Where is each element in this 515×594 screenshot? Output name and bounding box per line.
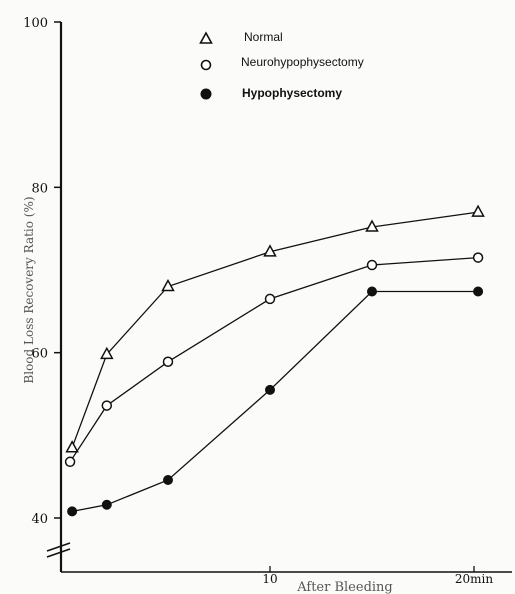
y-tick-label: 80 — [31, 181, 48, 196]
data-point-filled-circle — [367, 286, 377, 297]
data-point-triangle — [100, 346, 114, 360]
axes — [46, 22, 512, 573]
data-point-triangle — [263, 244, 277, 257]
data-point-triangle — [365, 219, 379, 232]
data-point-open-circle — [472, 252, 484, 263]
series-line — [71, 211, 479, 448]
x-tick-label: 10 — [262, 572, 277, 586]
legend-item-neurohypophysectomy: Neurohypophysectomy — [200, 55, 364, 71]
legend-triangle-marker — [199, 31, 213, 44]
data-point-filled-circle — [67, 506, 78, 517]
legend-open-circle-marker — [200, 59, 212, 71]
legend-label-normal: Normal — [244, 30, 283, 44]
legend: Normal Neurohypophysectomy Hypophysectom… — [199, 30, 364, 100]
data-point-filled-circle — [265, 384, 275, 395]
data-point-open-circle — [264, 293, 276, 305]
data-point-filled-circle — [473, 286, 484, 297]
tick-group: 40 60 80 100 10 20min — [23, 16, 493, 586]
series-hypophysectomy — [67, 286, 484, 517]
data-point-triangle — [161, 278, 175, 292]
data-point-filled-circle — [101, 499, 112, 510]
axis-break-mark-lower — [46, 548, 71, 558]
x-tick-label: 20min — [455, 572, 493, 586]
series-line — [69, 256, 479, 463]
y-axis-title: Blood Loss Recovery Ratio (%) — [22, 196, 36, 383]
axis-break-mark-upper — [46, 542, 71, 552]
series-neurohypophysectomy — [64, 252, 484, 468]
legend-item-hypophysectomy: Hypophysectomy — [200, 86, 342, 100]
data-point-triangle — [65, 440, 79, 453]
legend-filled-circle-marker — [200, 88, 212, 100]
series-line — [71, 290, 479, 513]
y-tick-label: 100 — [23, 16, 48, 31]
data-point-triangle — [471, 204, 485, 217]
legend-label-hypophysectomy: Hypophysectomy — [242, 86, 342, 100]
data-point-open-circle — [366, 259, 378, 271]
data-point-open-circle — [162, 356, 174, 368]
y-tick-label: 40 — [31, 512, 48, 527]
x-axis-title: After Bleeding — [296, 580, 393, 594]
data-point-open-circle — [101, 400, 113, 411]
series-group — [64, 204, 485, 517]
legend-item-normal: Normal — [199, 30, 283, 44]
data-point-filled-circle — [163, 474, 173, 485]
legend-label-neurohypophysectomy: Neurohypophysectomy — [241, 55, 364, 69]
data-point-open-circle — [64, 456, 76, 468]
series-normal — [65, 204, 485, 453]
y-tick-label: 60 — [31, 347, 48, 362]
